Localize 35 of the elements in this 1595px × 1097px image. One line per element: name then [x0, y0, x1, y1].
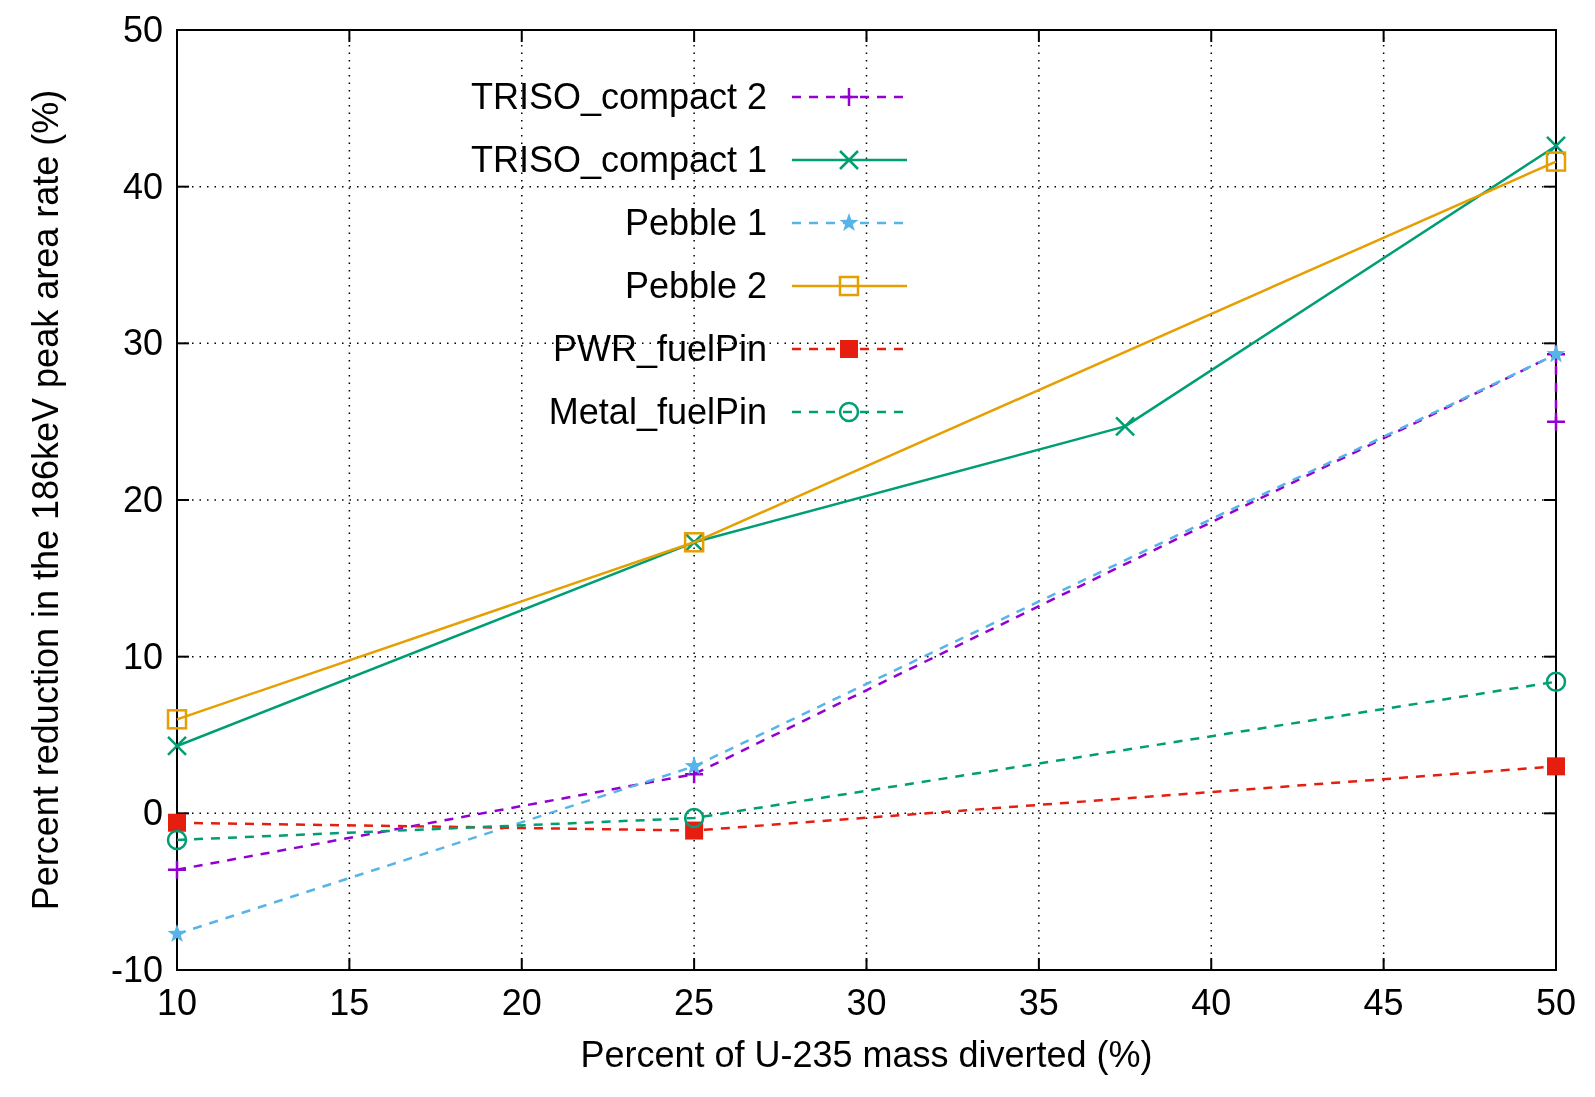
- legend-label: PWR_fuelPin: [552, 328, 767, 369]
- x-tick-label: 35: [1018, 982, 1059, 1023]
- x-tick-label: 15: [329, 982, 370, 1023]
- point: [168, 813, 186, 832]
- point: [684, 756, 704, 775]
- point: [1545, 411, 1567, 432]
- x-axis-title: Percent of U-235 mass diverted (%): [580, 1034, 1153, 1075]
- legend-label: Pebble 2: [624, 265, 767, 306]
- point: [166, 709, 188, 730]
- legend-label: TRISO_compact 2: [470, 76, 767, 117]
- y-tick-label: 50: [122, 9, 163, 50]
- x-tick-label: 30: [846, 982, 887, 1023]
- x-tick-label: 20: [501, 982, 542, 1023]
- point: [166, 829, 188, 851]
- y-axis-title: Percent reduction in the 186keV peak area rate (%): [25, 89, 66, 911]
- point: [683, 807, 705, 829]
- legend-label: Pebble 1: [624, 202, 767, 243]
- y-tick-label: 30: [122, 322, 163, 364]
- x-tick-label: 50: [1535, 982, 1577, 1023]
- x-tick-label: 45: [1363, 982, 1404, 1023]
- legend-label: Metal_fuelPin: [548, 391, 767, 432]
- x-tick-label: 40: [1191, 982, 1232, 1023]
- y-tick-label: 0: [142, 792, 163, 834]
- point: [1547, 757, 1565, 776]
- y-tick-label: 10: [122, 635, 163, 677]
- point: [167, 923, 187, 943]
- point: [166, 859, 188, 880]
- point: [1114, 416, 1136, 437]
- x-tick-label: 25: [674, 982, 715, 1023]
- legend-label: TRISO_compact 1: [470, 139, 767, 180]
- point: [1545, 671, 1567, 692]
- point: [166, 735, 188, 757]
- y-tick-label: 40: [122, 165, 163, 207]
- y-tick-label: 20: [122, 479, 163, 520]
- point: [1545, 151, 1567, 172]
